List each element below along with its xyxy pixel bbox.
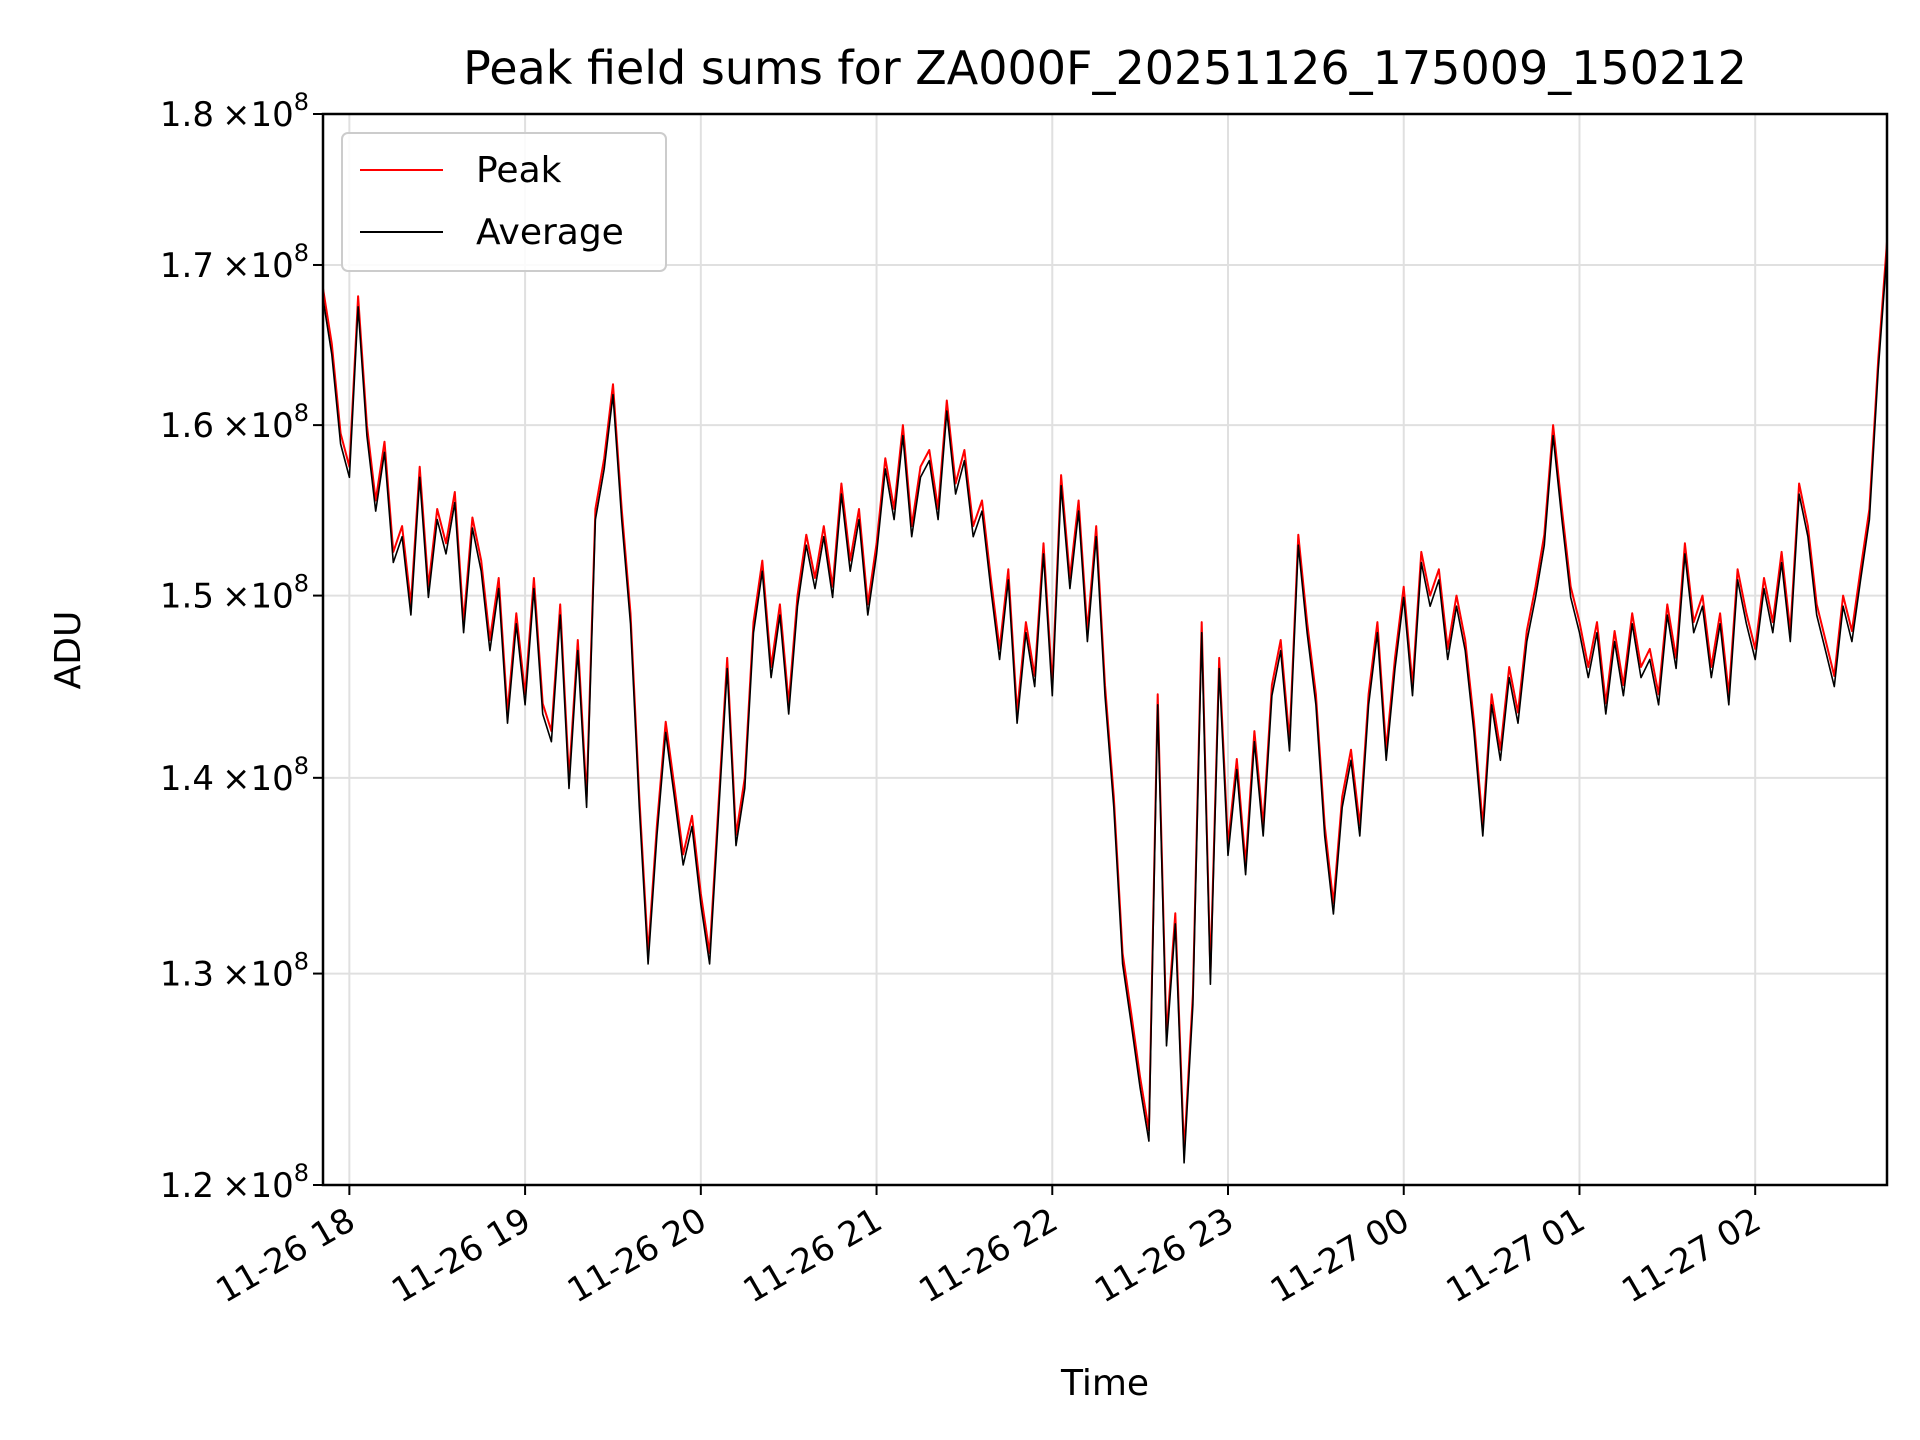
y-tick-label: 1.2 ×108 <box>160 1159 309 1206</box>
y-tick-label: 1.7 ×108 <box>160 239 309 286</box>
legend-frame <box>341 132 667 272</box>
y-axis: 1.2 ×108 1.3 ×108 1.4 ×108 1.5 ×108 1.6 ×108 1.7 ×1… <box>160 88 323 1206</box>
legend-peak-label: Peak <box>476 150 562 191</box>
y-axis-label: ADU <box>48 611 89 690</box>
y-tick-label: 1.4 ×108 <box>160 752 309 799</box>
legend-average-label: Average <box>476 212 624 253</box>
y-tick-label: 1.8 ×108 <box>160 88 309 135</box>
plot-frame <box>321 112 1889 1187</box>
chart-title: Peak field sums for ZA000F_20251126_1750… <box>463 41 1747 95</box>
y-tick-label: 1.3 ×108 <box>160 948 309 995</box>
series-line-average <box>322 252 1888 1164</box>
x-axis-label: Time <box>1060 1363 1149 1404</box>
legend: Peak Average <box>341 132 667 272</box>
y-tick-label: 1.6 ×108 <box>160 399 309 446</box>
series-group <box>322 241 1888 1164</box>
y-tick-label: 1.5 ×108 <box>160 570 309 617</box>
